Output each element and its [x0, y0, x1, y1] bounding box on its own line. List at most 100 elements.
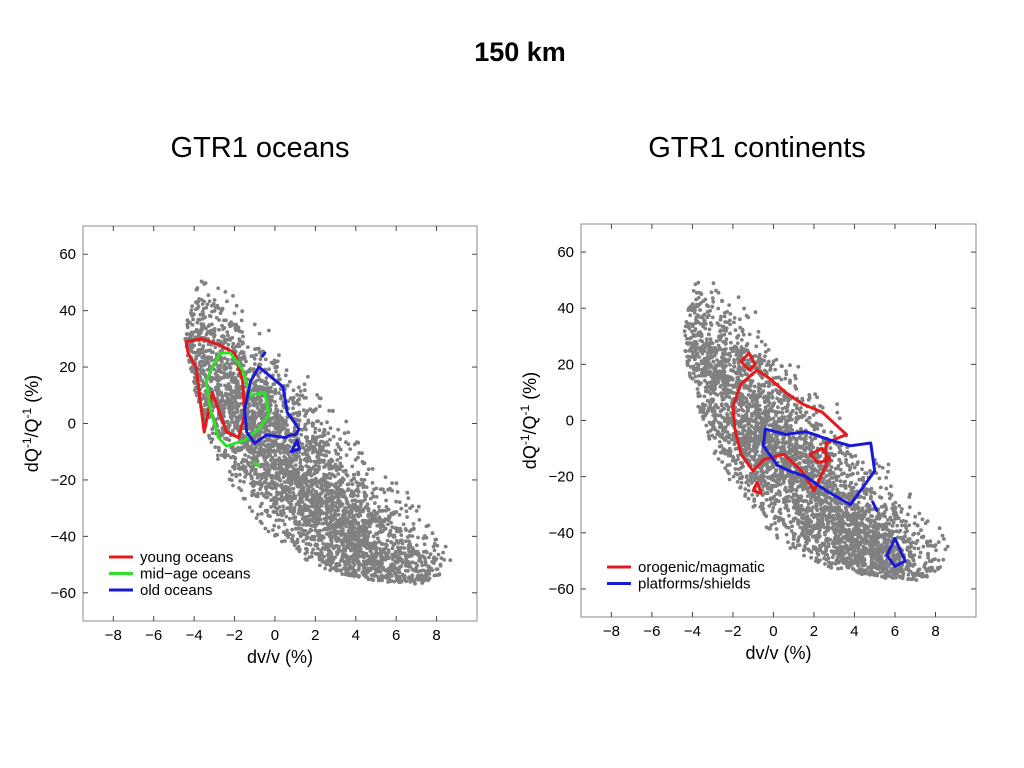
scatter-point [328, 437, 332, 442]
scatter-point [346, 442, 351, 447]
scatter-point [227, 477, 232, 482]
scatter-point [394, 499, 398, 504]
scatter-point [220, 403, 225, 408]
scatter-point [217, 448, 221, 453]
scatter-point [862, 496, 867, 500]
scatter-point [330, 488, 335, 493]
x-tick-label: 0 [271, 627, 279, 644]
scatter-point [283, 485, 287, 490]
scatter-point [219, 433, 224, 438]
scatter-point [775, 396, 779, 401]
scatter-point [220, 394, 225, 398]
scatter-point [203, 281, 208, 285]
scatter-point [716, 306, 721, 311]
scatter-point [404, 503, 408, 508]
scatter-point [291, 486, 296, 491]
scatter-point [277, 353, 281, 357]
scatter-point [282, 480, 287, 484]
scatter-point [336, 472, 341, 476]
scatter-point [352, 553, 357, 558]
scatter-point [293, 519, 298, 523]
scatter-point [344, 570, 349, 575]
scatter-point [912, 531, 917, 536]
scatter-point [225, 375, 230, 380]
scatter-point [292, 540, 296, 545]
scatter-point [322, 475, 326, 480]
scatter-point [302, 472, 306, 476]
scatter-point [315, 546, 320, 551]
scatter-point [299, 505, 304, 509]
scatter-point [225, 436, 229, 441]
scatter-point [389, 520, 393, 525]
scatter-point [335, 458, 340, 462]
scatter-point [300, 527, 304, 532]
scatter-point [809, 555, 814, 560]
scatter-point [315, 501, 320, 506]
scatter-point [250, 489, 255, 494]
scatter-point [343, 506, 348, 511]
scatter-point [378, 487, 383, 492]
slide-title: 150 km [474, 37, 566, 67]
scatter-point [334, 564, 339, 569]
scatter-point [914, 578, 919, 582]
scatter-point [366, 531, 371, 536]
scatter-point [303, 507, 308, 511]
scatter-point [350, 534, 355, 539]
scatter-point [350, 464, 355, 469]
scatter-point [286, 473, 290, 478]
scatter-point [243, 453, 248, 457]
scatter-point [338, 437, 342, 442]
scatter-point [341, 528, 345, 532]
scatter-point [228, 411, 233, 416]
scatter-point [861, 460, 865, 465]
scatter-point [266, 463, 270, 467]
scatter-point [842, 471, 846, 476]
scatter-point [912, 562, 917, 567]
y-axis-label: dQ-1/Q-1 (%) [20, 375, 42, 472]
scatter-point [389, 540, 393, 544]
scatter-point [410, 546, 415, 551]
scatter-point [234, 472, 238, 477]
scatter-point [354, 508, 359, 513]
legend-label: young oceans [140, 549, 233, 566]
scatter-point [378, 547, 382, 551]
scatter-point [417, 555, 422, 560]
scatter-point [236, 381, 240, 386]
scatter-point [375, 511, 380, 515]
scatter-point [338, 529, 342, 534]
scatter-point [266, 472, 271, 477]
scatter-point [336, 512, 341, 517]
scatter-point [227, 423, 232, 428]
scatter-point [258, 504, 263, 509]
scatter-point [688, 313, 693, 318]
scatter-point [390, 525, 395, 529]
scatter-point [411, 522, 416, 526]
scatter-point [376, 551, 381, 556]
x-tick-label: 8 [432, 627, 440, 644]
scatter-point [392, 579, 396, 584]
scatter-point [802, 436, 806, 441]
scatter-point [380, 550, 385, 555]
scatter-point [216, 382, 220, 386]
scatter-point [344, 419, 349, 424]
scatter-point [349, 511, 354, 516]
scatter-point [272, 481, 277, 485]
scatter-point [336, 427, 341, 432]
scatter-point [763, 350, 768, 354]
scatter-point [324, 511, 329, 515]
scatter-point [290, 464, 294, 469]
scatter-point [228, 374, 233, 379]
scatter-point [221, 413, 226, 418]
scatter-point [404, 509, 409, 514]
scatter-point [325, 488, 330, 493]
scatter-point [357, 562, 361, 567]
scatter-point [318, 459, 323, 464]
scatter-point [735, 341, 740, 346]
scatter-point [233, 424, 237, 428]
scatter-point [342, 513, 347, 518]
scatter-point [256, 411, 261, 416]
scatter-point [263, 357, 268, 362]
scatter-point [216, 445, 221, 450]
scatter-point [352, 493, 356, 498]
scatter-point [305, 504, 310, 509]
